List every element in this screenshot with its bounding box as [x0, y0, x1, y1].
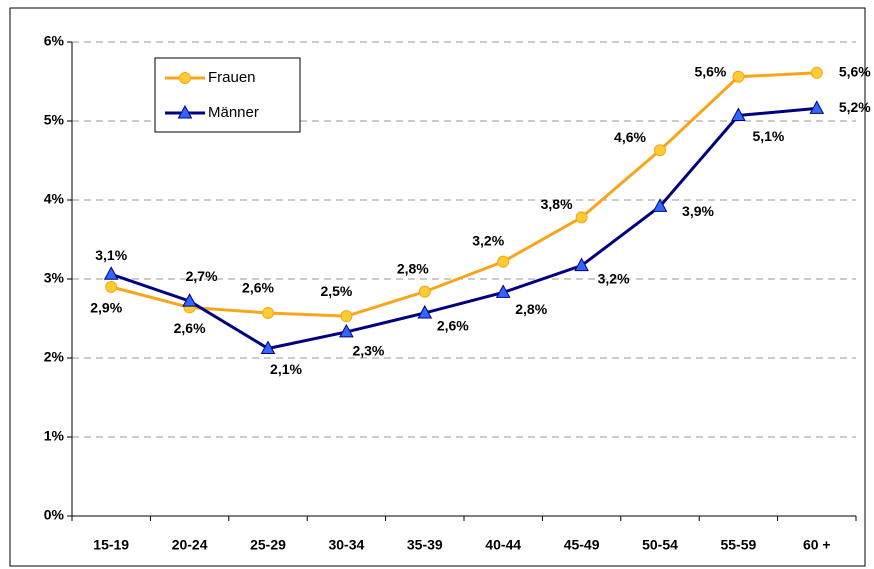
- data-label: 2,6%: [242, 280, 274, 296]
- marker: [732, 70, 745, 83]
- y-tick-label: 4%: [44, 191, 65, 207]
- y-tick-label: 2%: [44, 349, 65, 365]
- data-label: 4,6%: [614, 129, 646, 145]
- data-label: 2,9%: [90, 300, 122, 316]
- marker: [731, 107, 746, 121]
- data-label: 2,1%: [270, 361, 302, 377]
- marker: [417, 304, 433, 319]
- y-tick-label: 3%: [44, 270, 65, 286]
- y-tick-label: 0%: [44, 507, 65, 523]
- marker: [575, 211, 588, 224]
- data-label: 3,9%: [682, 203, 714, 219]
- marker: [495, 284, 511, 298]
- data-label: 3,2%: [472, 232, 504, 248]
- x-tick-label: 55-59: [720, 537, 756, 553]
- x-tick-label: 25-29: [250, 537, 286, 553]
- marker: [652, 198, 668, 212]
- y-tick-label: 1%: [44, 428, 65, 444]
- data-label: 3,1%: [95, 247, 127, 263]
- marker: [260, 340, 276, 355]
- x-tick-label: 35-39: [407, 537, 443, 553]
- legend-label: Frauen: [208, 69, 256, 86]
- data-label: 2,6%: [437, 318, 469, 334]
- data-label: 2,5%: [320, 283, 352, 299]
- x-tick-label: 60 +: [803, 537, 831, 553]
- marker: [339, 323, 354, 338]
- data-label: 2,6%: [174, 320, 206, 336]
- x-tick-label: 50-54: [642, 537, 678, 553]
- marker: [574, 257, 589, 272]
- marker: [105, 280, 118, 293]
- data-label: 3,2%: [598, 270, 630, 286]
- y-tick-label: 6%: [44, 33, 65, 49]
- data-label: 5,6%: [694, 63, 726, 79]
- data-label: 5,1%: [752, 128, 784, 144]
- data-label: 2,8%: [515, 301, 547, 317]
- marker: [809, 100, 825, 114]
- legend-label: Männer: [208, 104, 259, 121]
- x-tick-label: 20-24: [172, 537, 208, 553]
- y-tick-label: 5%: [44, 112, 65, 128]
- marker: [182, 293, 197, 307]
- marker: [497, 255, 510, 268]
- marker: [179, 72, 191, 84]
- x-tick-label: 45-49: [564, 537, 600, 553]
- x-tick-label: 15-19: [93, 537, 129, 553]
- data-label: 2,3%: [352, 343, 384, 359]
- marker: [418, 285, 431, 298]
- marker: [177, 104, 193, 119]
- series-line: [110, 106, 817, 351]
- marker: [340, 310, 353, 323]
- data-label: 5,6%: [839, 64, 871, 80]
- marker: [654, 144, 666, 157]
- data-label: 2,8%: [397, 260, 429, 276]
- data-label: 2,7%: [186, 268, 218, 284]
- x-tick-label: 40-44: [485, 537, 521, 553]
- legend: Frauen Männer: [154, 57, 301, 133]
- marker: [810, 66, 823, 79]
- chart-border: [9, 7, 866, 567]
- x-tick-label: 30-34: [328, 537, 364, 553]
- marker: [103, 266, 119, 280]
- series-line: [110, 71, 817, 318]
- data-label: 5,2%: [839, 99, 871, 115]
- marker: [262, 306, 274, 319]
- data-label: 3,8%: [541, 196, 573, 212]
- legend-box: [154, 57, 301, 133]
